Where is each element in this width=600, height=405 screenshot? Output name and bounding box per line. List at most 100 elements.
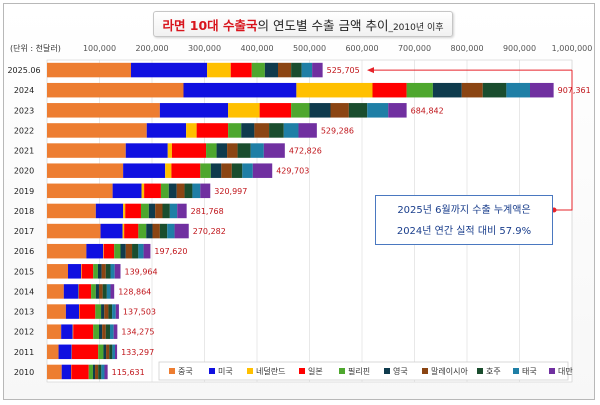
bar-segment <box>114 264 121 279</box>
legend-swatch <box>549 368 555 374</box>
legend-swatch <box>384 368 390 374</box>
y-category-label: 2010 <box>14 368 34 377</box>
bar-segment <box>105 324 110 339</box>
legend-swatch <box>477 368 483 374</box>
bar-segment <box>79 284 92 299</box>
y-category-label: 2020 <box>14 167 34 176</box>
bar-segment <box>102 324 106 339</box>
bar-segment <box>47 203 96 219</box>
title-suffix: _2010년 이후 <box>388 23 444 33</box>
legend-swatch <box>209 368 215 374</box>
bar-segment <box>95 364 99 380</box>
y-category-label: 2019 <box>14 187 34 196</box>
y-category-label: 2013 <box>14 308 34 317</box>
bar-segment <box>124 223 139 239</box>
bar-segment <box>61 364 72 380</box>
bar-segment <box>123 163 166 178</box>
bar-segment <box>105 264 111 279</box>
total-value-label: 197,620 <box>154 247 187 256</box>
bar-segment <box>103 243 115 259</box>
bar-segment <box>367 103 389 118</box>
bar-segment <box>79 304 80 319</box>
total-value-label: 907,361 <box>558 86 591 95</box>
legend-swatch <box>513 368 519 374</box>
bar-segment <box>110 264 115 279</box>
bar-segment <box>160 183 169 199</box>
bar-segment <box>200 163 211 178</box>
x-tick-label: 1,000,000 <box>552 44 593 53</box>
legend-entry: 미국 <box>218 367 233 376</box>
bar-segment <box>159 103 229 118</box>
bar-segment <box>95 203 124 219</box>
bar-segment <box>176 183 185 199</box>
bar-segment <box>95 304 102 319</box>
bar-segment <box>186 123 197 138</box>
bar-segment <box>228 103 260 118</box>
bar-segment <box>65 304 80 319</box>
bar-segment <box>168 183 177 199</box>
bar-segment <box>200 183 211 199</box>
bar-segment <box>242 163 253 178</box>
total-value-label: 529,286 <box>321 126 354 135</box>
bar-segment <box>296 82 373 98</box>
bar-segment <box>221 163 232 178</box>
unit-label: (단위 : 천달러) <box>10 43 61 53</box>
legend <box>158 361 569 381</box>
bar-segment <box>81 264 94 279</box>
bar-segment <box>206 143 217 158</box>
annotation-connector <box>556 70 573 211</box>
bar-segment <box>251 62 265 78</box>
y-category-label: 2025.06 <box>7 66 40 75</box>
bar-segment <box>171 143 207 158</box>
bar-segment <box>120 243 126 259</box>
legend-swatch <box>169 368 175 374</box>
bar-segment <box>291 103 310 118</box>
bar-segment <box>91 284 96 299</box>
x-tick-label: 600,000 <box>345 44 378 53</box>
bar-segment <box>330 103 349 118</box>
bar-segment <box>112 183 142 199</box>
bar-segment <box>264 62 278 78</box>
bar-segment <box>283 123 299 138</box>
total-value-label: 320,997 <box>214 187 247 196</box>
bar-segment <box>406 82 433 98</box>
bar-segment <box>241 123 255 138</box>
bar-segment <box>143 243 151 259</box>
bar-segment <box>47 284 64 299</box>
bar-segment <box>47 264 68 279</box>
bar-segment <box>461 82 483 98</box>
bar-segment <box>101 264 106 279</box>
bar-segment <box>348 103 368 118</box>
bar-segment <box>58 344 72 360</box>
bar-segment <box>432 82 462 98</box>
bar-segment <box>106 344 110 360</box>
legend-entry: 호주 <box>486 367 501 376</box>
bar-segment <box>192 183 201 199</box>
bar-segment <box>61 324 73 339</box>
bar-segment <box>152 223 160 239</box>
bar-segment <box>183 82 297 98</box>
bar-segment <box>101 304 105 319</box>
y-category-label: 2014 <box>14 287 34 296</box>
bar-segment <box>93 264 98 279</box>
title-main: 의 연도별 수출 금액 추이 <box>257 18 389 33</box>
bar-segment <box>78 284 80 299</box>
bar-segment <box>252 163 273 178</box>
total-value-label: 115,631 <box>112 368 145 377</box>
bar-segment <box>140 203 149 219</box>
chart-title: 라면 10대 수출국의 연도별 수출 금액 추이_2010년 이후 <box>153 11 453 37</box>
legend-entry: 네덜란드 <box>256 366 285 376</box>
bar-segment <box>88 364 93 380</box>
bar-segment <box>230 62 252 78</box>
bar-segment <box>47 304 66 319</box>
bar-segment <box>47 143 126 158</box>
bar-segment <box>207 62 231 78</box>
bar-segment <box>146 123 187 138</box>
bar-segment <box>106 284 111 299</box>
bar-segment <box>98 344 104 360</box>
bar-segment <box>95 284 99 299</box>
bar-segment <box>165 163 172 178</box>
bar-segment <box>174 223 189 239</box>
total-value-label: 137,503 <box>123 308 156 317</box>
bar-segment <box>167 143 172 158</box>
